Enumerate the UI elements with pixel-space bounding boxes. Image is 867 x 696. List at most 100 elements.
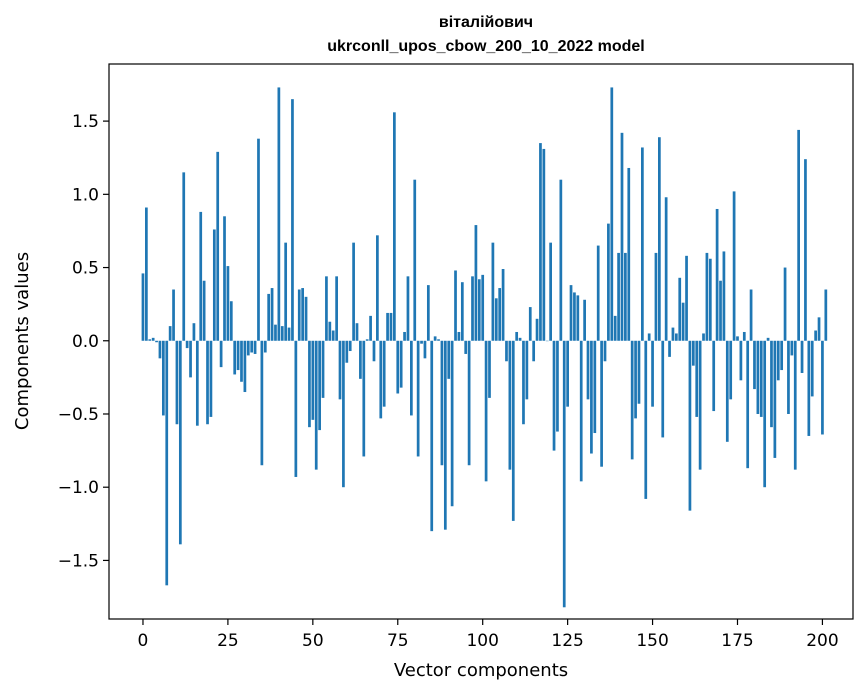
bar-95: [464, 341, 467, 354]
bar-18: [203, 281, 206, 341]
bar-82: [420, 341, 423, 344]
bar-39: [274, 325, 277, 341]
bar-2: [148, 339, 151, 340]
bar-199: [818, 317, 821, 340]
bar-83: [424, 341, 427, 359]
bar-27: [233, 341, 236, 375]
bar-140: [617, 253, 620, 341]
bar-148: [644, 341, 647, 499]
bar-120: [549, 243, 552, 341]
bar-58: [339, 341, 342, 400]
bar-12: [182, 172, 185, 340]
bar-24: [223, 216, 226, 340]
chart-subtitle: ukrconll_upos_cbow_200_10_2022 model: [327, 38, 644, 55]
bar-117: [539, 143, 542, 341]
bar-28: [237, 341, 240, 370]
bar-87: [437, 339, 440, 340]
bar-144: [631, 341, 634, 460]
bar-190: [787, 341, 790, 414]
bar-150: [651, 341, 654, 407]
x-tick-label: 150: [636, 631, 668, 651]
bar-107: [505, 341, 508, 362]
y-tick-label: −1.0: [58, 478, 99, 498]
bar-123: [559, 180, 562, 341]
x-tick-label: 0: [138, 631, 149, 651]
bar-197: [811, 341, 814, 397]
bars-layer: [142, 87, 828, 607]
bar-102: [488, 341, 491, 398]
bar-71: [383, 341, 386, 407]
bar-84: [427, 285, 430, 341]
x-axis-label: Vector components: [394, 660, 568, 681]
bar-184: [767, 338, 770, 341]
bar-108: [509, 341, 512, 470]
y-axis-ticks: −1.5 −1.0 −0.5 0.0 0.5 1.0 1.5: [58, 112, 109, 571]
bar-0: [142, 273, 145, 340]
bar-85: [430, 341, 433, 531]
bar-97: [471, 276, 474, 340]
bar-162: [692, 341, 695, 366]
bar-1: [145, 208, 148, 341]
bar-185: [770, 341, 773, 427]
bar-104: [495, 298, 498, 340]
bar-44: [291, 99, 294, 341]
bar-52: [318, 341, 321, 430]
x-tick-label: 75: [387, 631, 409, 651]
bar-57: [335, 276, 338, 340]
bar-191: [790, 341, 793, 356]
bar-48: [305, 297, 308, 341]
bar-31: [247, 341, 250, 356]
bar-100: [481, 275, 484, 341]
bar-193: [797, 130, 800, 341]
bar-11: [179, 341, 182, 545]
bar-109: [512, 341, 515, 521]
x-tick-label: 125: [551, 631, 583, 651]
bar-51: [315, 341, 318, 470]
bar-59: [342, 341, 345, 487]
bar-137: [607, 224, 610, 341]
bar-116: [536, 319, 539, 341]
bar-128: [576, 295, 579, 340]
bar-132: [590, 341, 593, 454]
bar-176: [740, 341, 743, 381]
bar-166: [706, 253, 709, 341]
bar-133: [593, 341, 596, 433]
bar-142: [624, 253, 627, 341]
bar-35: [261, 341, 264, 465]
bar-45: [294, 341, 297, 477]
bar-147: [641, 147, 644, 340]
bar-76: [400, 341, 403, 388]
bar-16: [196, 341, 199, 426]
x-tick-label: 50: [302, 631, 324, 651]
bar-72: [386, 313, 389, 341]
bar-136: [604, 341, 607, 362]
bar-179: [750, 290, 753, 341]
bar-90: [447, 341, 450, 379]
bar-114: [529, 307, 532, 341]
bar-171: [723, 251, 726, 340]
bar-126: [570, 285, 573, 341]
bar-172: [726, 341, 729, 442]
bar-153: [661, 341, 664, 438]
bar-194: [801, 341, 804, 373]
bar-177: [743, 332, 746, 341]
bar-78: [407, 276, 410, 340]
bar-5: [159, 341, 162, 359]
bar-62: [352, 243, 355, 341]
bar-101: [485, 341, 488, 482]
bar-105: [498, 288, 501, 341]
bar-99: [478, 279, 481, 341]
bar-178: [746, 341, 749, 468]
bar-143: [627, 168, 630, 341]
y-tick-label: 1.5: [72, 112, 99, 132]
bar-149: [648, 333, 651, 340]
bar-15: [193, 323, 196, 341]
bar-131: [587, 341, 590, 400]
bar-169: [716, 209, 719, 341]
bar-168: [712, 341, 715, 411]
bar-175: [736, 336, 739, 340]
bar-68: [373, 341, 376, 362]
bar-37: [267, 294, 270, 341]
